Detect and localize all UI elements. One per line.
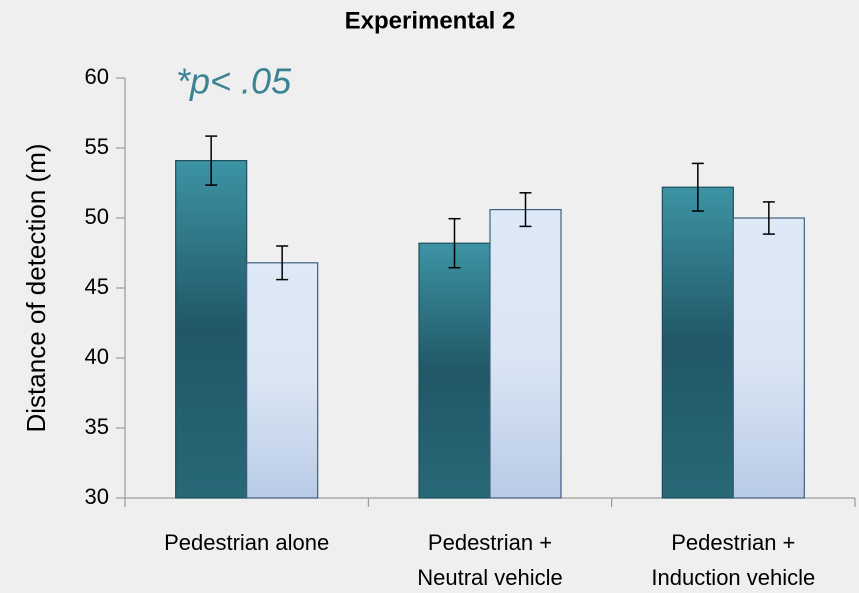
x-tick-label: Pedestrian + (671, 530, 795, 555)
bar (246, 262, 319, 499)
bar (661, 186, 734, 499)
error-bar (276, 245, 289, 281)
bar (732, 217, 805, 499)
x-tick-label: Pedestrian + (428, 530, 552, 555)
error-bar (205, 135, 218, 186)
error-bar (519, 192, 532, 228)
bar (175, 160, 248, 499)
y-tick-label: 45 (85, 274, 109, 299)
x-tick-label: Pedestrian alone (164, 530, 329, 555)
error-bar (762, 201, 775, 235)
error-bar (691, 162, 704, 212)
y-tick-label: 35 (85, 414, 109, 439)
annotation: *p< .05 (176, 61, 292, 102)
bar (489, 209, 562, 499)
bar (418, 242, 491, 499)
y-axis-label: Distance of detection (m) (21, 143, 51, 432)
x-tick-label: Induction vehicle (651, 565, 815, 590)
y-tick-label: 55 (85, 134, 109, 159)
error-bar (448, 217, 461, 269)
y-tick-label: 40 (85, 344, 109, 369)
chart-title: Experimental 2 (345, 7, 516, 34)
y-tick-label: 30 (85, 484, 109, 509)
x-tick-label: Neutral vehicle (417, 565, 563, 590)
y-tick-label: 50 (85, 204, 109, 229)
y-tick-label: 60 (85, 64, 109, 89)
